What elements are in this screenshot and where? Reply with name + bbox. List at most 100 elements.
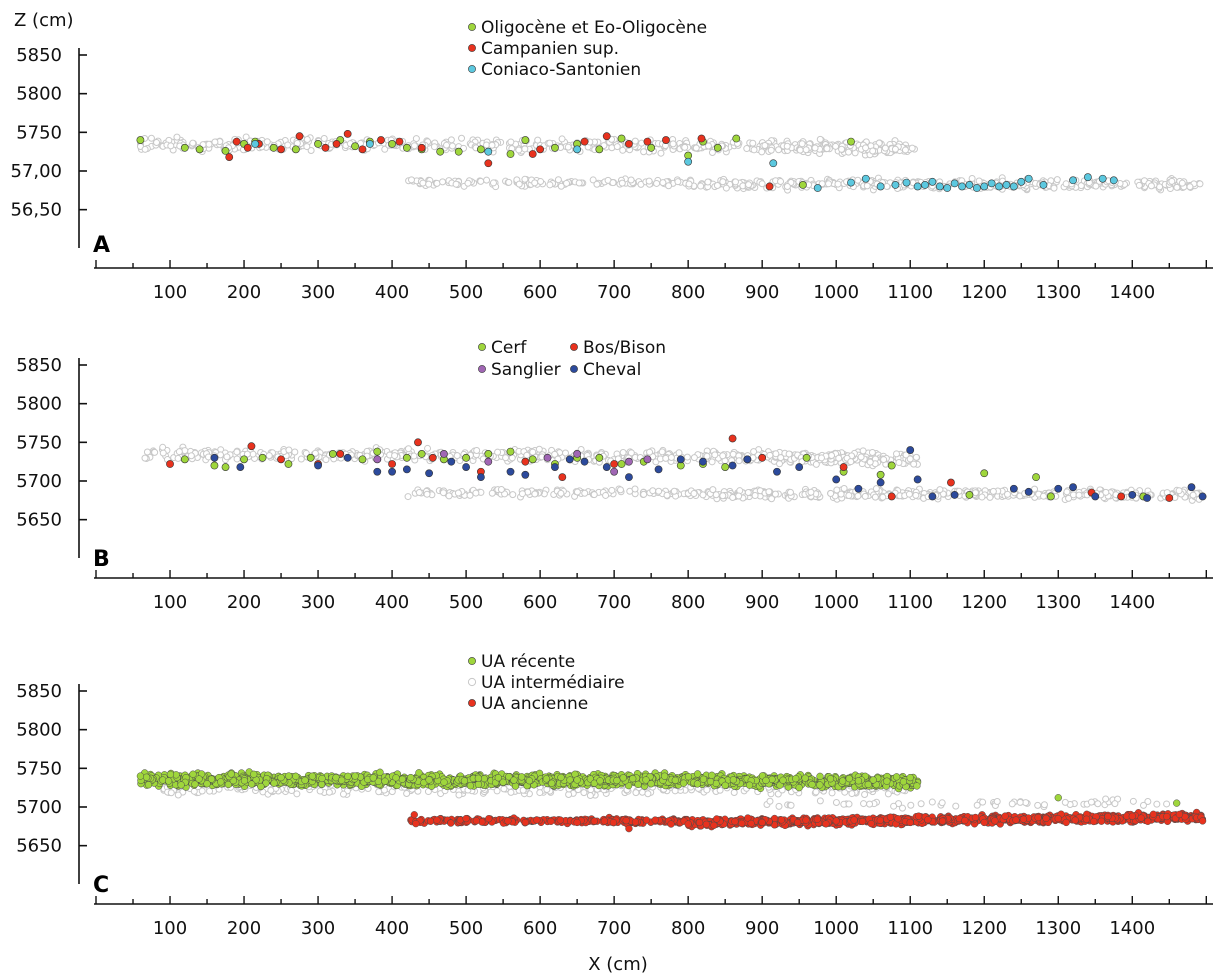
background-point <box>424 444 432 452</box>
data-point <box>373 447 382 456</box>
data-point <box>164 777 173 785</box>
background-point <box>1040 801 1048 809</box>
background-point <box>862 144 870 152</box>
data-point <box>647 143 656 152</box>
x-tick-label: 500 <box>449 918 483 939</box>
background-point <box>884 790 892 798</box>
data-point <box>402 465 411 474</box>
background-point <box>1092 182 1100 190</box>
background-point <box>464 179 472 187</box>
background-point <box>665 182 673 190</box>
data-point <box>381 777 389 785</box>
background-point <box>681 143 689 151</box>
data-point <box>795 463 804 471</box>
background-point <box>562 449 570 457</box>
data-point <box>617 460 626 468</box>
background-point <box>627 449 635 457</box>
legend-marker <box>468 65 476 73</box>
background-point <box>860 800 868 808</box>
background-point <box>455 791 463 799</box>
background-point <box>488 141 496 149</box>
data-point <box>240 777 249 785</box>
legend-label: Cheval <box>583 360 641 380</box>
data-point <box>972 184 981 192</box>
data-point <box>765 182 774 191</box>
x-tick-label: 700 <box>597 282 631 303</box>
background-point <box>563 179 571 187</box>
data-point <box>721 781 729 789</box>
background-point <box>825 180 833 188</box>
x-tick-label: 800 <box>671 592 705 613</box>
data-point <box>728 434 737 443</box>
background-point <box>802 146 810 154</box>
data-point <box>258 453 267 462</box>
data-point <box>210 461 219 470</box>
data-point <box>536 145 545 154</box>
data-point <box>506 150 515 158</box>
data-point <box>958 182 966 191</box>
background-point <box>975 177 983 185</box>
y-tick-label: 5800 <box>16 720 62 741</box>
background-point <box>1196 180 1204 188</box>
x-tick-label: 500 <box>449 592 483 613</box>
background-point <box>952 802 960 810</box>
background-point <box>159 449 167 457</box>
data-point <box>565 455 574 464</box>
background-point <box>866 800 874 808</box>
background-point <box>845 148 853 156</box>
y-tick-label: 5850 <box>16 681 62 702</box>
legend-marker <box>570 365 578 373</box>
background-point <box>785 450 793 458</box>
background-point <box>173 133 181 141</box>
data-point <box>947 478 955 487</box>
data-point <box>671 776 679 784</box>
data-point <box>144 781 153 789</box>
background-point <box>211 138 219 146</box>
data-point <box>845 774 853 783</box>
data-point <box>743 455 752 464</box>
data-point <box>466 782 475 790</box>
background-point <box>632 789 640 797</box>
data-point <box>338 776 346 784</box>
data-point <box>1083 173 1092 182</box>
data-point <box>136 136 145 144</box>
background-point <box>832 798 840 806</box>
background-point <box>845 491 853 499</box>
data-point <box>462 453 470 462</box>
data-point <box>369 774 377 782</box>
background-point <box>653 179 661 187</box>
data-point <box>847 178 855 187</box>
background-point <box>807 488 815 496</box>
data-point <box>643 137 652 146</box>
data-point <box>247 780 256 788</box>
background-point <box>531 490 539 498</box>
data-point <box>913 475 922 484</box>
panel-label: B <box>93 547 110 572</box>
background-point <box>205 140 213 148</box>
background-point <box>662 454 670 462</box>
x-tick-label: 600 <box>523 282 557 303</box>
background-point <box>783 182 791 190</box>
background-point <box>303 136 311 144</box>
x-tick-label: 100 <box>153 592 187 613</box>
data-point <box>625 457 633 466</box>
data-point <box>240 455 248 464</box>
x-tick-label: 700 <box>597 592 631 613</box>
data-point <box>428 453 437 462</box>
background-point <box>515 146 523 154</box>
background-point <box>783 142 791 150</box>
background-point <box>883 182 891 190</box>
background-point <box>153 139 161 147</box>
data-point <box>995 182 1003 191</box>
background-points <box>141 443 1203 504</box>
data-point <box>407 773 415 782</box>
x-tick-label: 100 <box>153 282 187 303</box>
data-point <box>732 134 741 143</box>
x-tick-label: 1200 <box>961 918 1007 939</box>
data-point <box>1009 484 1018 493</box>
x-tick-label: 1400 <box>1109 592 1155 613</box>
data-point <box>351 772 359 780</box>
background-point <box>581 489 589 497</box>
data-point <box>243 143 252 152</box>
